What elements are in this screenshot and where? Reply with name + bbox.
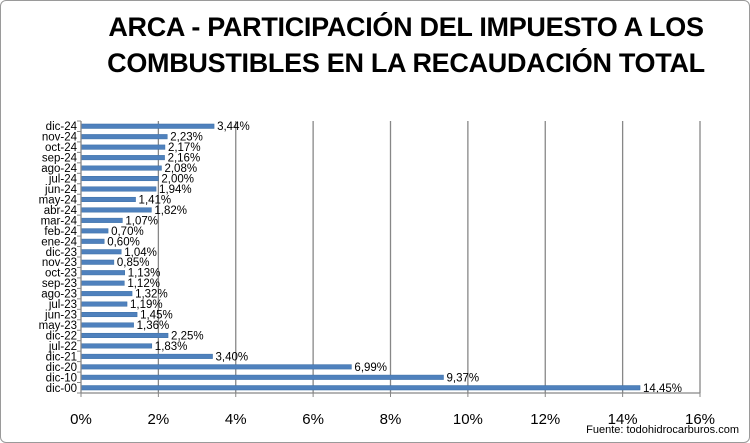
bar (80, 186, 157, 192)
bar (80, 217, 123, 223)
x-tick-label: 6% (302, 411, 324, 428)
data-label: 3,44% (217, 121, 250, 133)
category-label: dic-00 (46, 383, 77, 395)
data-label: 0,70% (111, 226, 144, 238)
category-label: dic-24 (46, 121, 78, 133)
bar (80, 134, 168, 140)
data-label: 2,17% (168, 142, 201, 154)
x-tick-label: 14% (608, 411, 638, 428)
category-label: ene-24 (41, 236, 77, 248)
bar (80, 165, 162, 171)
data-label: 1,19% (130, 299, 163, 311)
data-label: 9,37% (447, 372, 480, 384)
bar (80, 322, 134, 328)
bar (80, 353, 213, 359)
data-label: 14,45% (643, 383, 682, 395)
bar (80, 155, 165, 161)
x-tick-label: 16% (685, 411, 715, 428)
category-label: oct-24 (45, 142, 78, 154)
x-tick-label: 0% (70, 411, 92, 428)
data-label: 6,99% (354, 362, 387, 374)
category-label: jul-22 (48, 341, 77, 353)
category-label: mar-24 (41, 215, 78, 227)
data-label: 3,40% (216, 351, 249, 363)
bar (80, 332, 169, 338)
x-tick-label: 8% (380, 411, 402, 428)
category-label: may-23 (39, 320, 77, 332)
data-label: 1,94% (159, 184, 192, 196)
data-label: 2,16% (168, 153, 201, 165)
x-tick-label: 2% (148, 411, 170, 428)
category-label: feb-24 (44, 226, 77, 238)
category-label: nov-23 (42, 257, 77, 269)
category-label: dic-20 (46, 362, 77, 374)
category-label: oct-23 (45, 268, 77, 280)
category-label: sep-24 (42, 153, 78, 165)
x-tick-label: 10% (453, 411, 483, 428)
data-label: 1,45% (140, 310, 173, 322)
bar (80, 207, 152, 213)
data-label: 2,00% (161, 174, 194, 186)
category-label: dic-10 (46, 372, 77, 384)
data-label: 1,07% (125, 215, 158, 227)
data-label: 2,08% (164, 163, 197, 175)
bar (80, 374, 444, 380)
data-label: 1,82% (154, 205, 187, 217)
x-tick-label: 12% (530, 411, 560, 428)
category-label: jul-23 (48, 299, 77, 311)
bar (80, 144, 166, 150)
category-label: jun-23 (44, 310, 77, 322)
bar (80, 196, 136, 202)
bar (80, 312, 138, 318)
bar (80, 301, 128, 307)
source-note: Fuente: todohidrocarburos.com (586, 424, 739, 436)
category-label: dic-23 (46, 247, 77, 259)
data-label: 0,60% (107, 236, 140, 248)
data-label: 0,85% (117, 257, 150, 269)
category-label: ago-24 (41, 163, 77, 175)
data-label: 1,32% (135, 289, 168, 301)
data-label: 1,41% (139, 194, 172, 206)
category-label: may-24 (39, 194, 78, 206)
category-label: nov-24 (42, 132, 78, 144)
bar (80, 343, 153, 349)
bar (80, 291, 133, 297)
category-label: jun-24 (44, 184, 78, 196)
chart-title: ARCA - PARTICIPACIÓN DEL IMPUESTO A LOS … (61, 9, 749, 81)
bar (80, 385, 641, 391)
chart-title-line-2: COMBUSTIBLES EN LA RECAUDACIÓN TOTAL (107, 48, 705, 78)
category-label: abr-24 (44, 205, 78, 217)
data-label: 2,25% (171, 330, 204, 342)
bar (80, 228, 109, 234)
bar (80, 364, 352, 370)
bar (80, 123, 215, 129)
category-label: sep-23 (42, 278, 77, 290)
bar (80, 176, 159, 182)
category-label: dic-22 (46, 330, 77, 342)
category-label: dic-21 (46, 351, 77, 363)
bar (80, 270, 125, 276)
data-label: 1,13% (128, 268, 161, 280)
bar (80, 238, 105, 244)
bar (80, 280, 125, 286)
data-label: 2,23% (170, 132, 203, 144)
bar (80, 249, 122, 255)
chart-title-line-1: ARCA - PARTICIPACIÓN DEL IMPUESTO A LOS (108, 12, 704, 42)
category-label: jul-24 (48, 174, 78, 186)
data-label: 1,12% (127, 278, 160, 290)
data-label: 1,36% (137, 320, 170, 332)
data-label: 1,83% (155, 341, 188, 353)
bar (80, 259, 115, 265)
category-label: ago-23 (41, 289, 77, 301)
data-label: 1,04% (124, 247, 157, 259)
x-tick-label: 4% (225, 411, 247, 428)
